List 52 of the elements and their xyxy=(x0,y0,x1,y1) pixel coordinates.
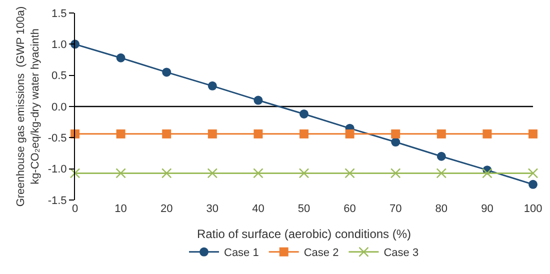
x-axis-title: Ratio of surface (aerobic) conditions (%) xyxy=(196,226,412,241)
x-tick-label: 0 xyxy=(72,203,78,215)
x-tick-label: 90 xyxy=(481,203,494,215)
point xyxy=(298,168,310,178)
y-tick-label: 0.0 xyxy=(52,101,67,114)
point xyxy=(162,129,172,138)
point xyxy=(482,129,492,138)
point xyxy=(391,138,400,147)
x-tick-label: 60 xyxy=(344,203,356,215)
legend-label: Case 1 xyxy=(224,247,259,260)
y-tick-label: 1.0 xyxy=(52,39,67,52)
legend-label: Case 3 xyxy=(384,247,419,260)
y-tick-label: 0.5 xyxy=(52,70,67,82)
point xyxy=(161,168,172,178)
x-tick-label: 10 xyxy=(114,203,127,215)
point xyxy=(528,129,538,138)
point xyxy=(70,168,80,178)
point xyxy=(528,168,538,178)
y-tick-label: 1.5 xyxy=(52,8,67,20)
point xyxy=(207,168,218,178)
x-tick-label: 30 xyxy=(206,203,219,215)
point xyxy=(116,53,126,62)
y-axis-title: Greenhouse gas emissions (GWP 100a) kg-CO₂eq/kg-dry water hyacinth xyxy=(15,6,42,207)
point xyxy=(344,168,355,178)
point xyxy=(436,168,447,178)
point xyxy=(482,168,492,178)
legend-label: Case 2 xyxy=(304,247,339,260)
point xyxy=(162,68,172,77)
x-tick-label: 40 xyxy=(252,203,264,215)
point xyxy=(253,168,264,178)
point xyxy=(208,81,217,90)
x-tick-label: 100 xyxy=(524,203,542,215)
point xyxy=(254,96,263,105)
y-tick-label: -1.0 xyxy=(48,164,67,176)
point xyxy=(300,129,308,138)
point xyxy=(300,109,308,118)
point xyxy=(254,129,263,138)
y-tick-label: -0.5 xyxy=(48,132,67,145)
point xyxy=(390,168,401,178)
x-tick-label: 80 xyxy=(435,203,448,215)
point xyxy=(116,129,126,138)
point xyxy=(116,168,126,178)
x-tick-label: 50 xyxy=(298,203,310,215)
point xyxy=(436,129,446,138)
point xyxy=(528,180,538,189)
point xyxy=(208,129,217,138)
point xyxy=(391,129,400,138)
point xyxy=(436,152,446,161)
y-tick-label: -1.5 xyxy=(48,194,67,207)
x-tick-label: 20 xyxy=(160,203,173,215)
point xyxy=(345,129,354,138)
x-tick-label: 70 xyxy=(389,203,402,215)
